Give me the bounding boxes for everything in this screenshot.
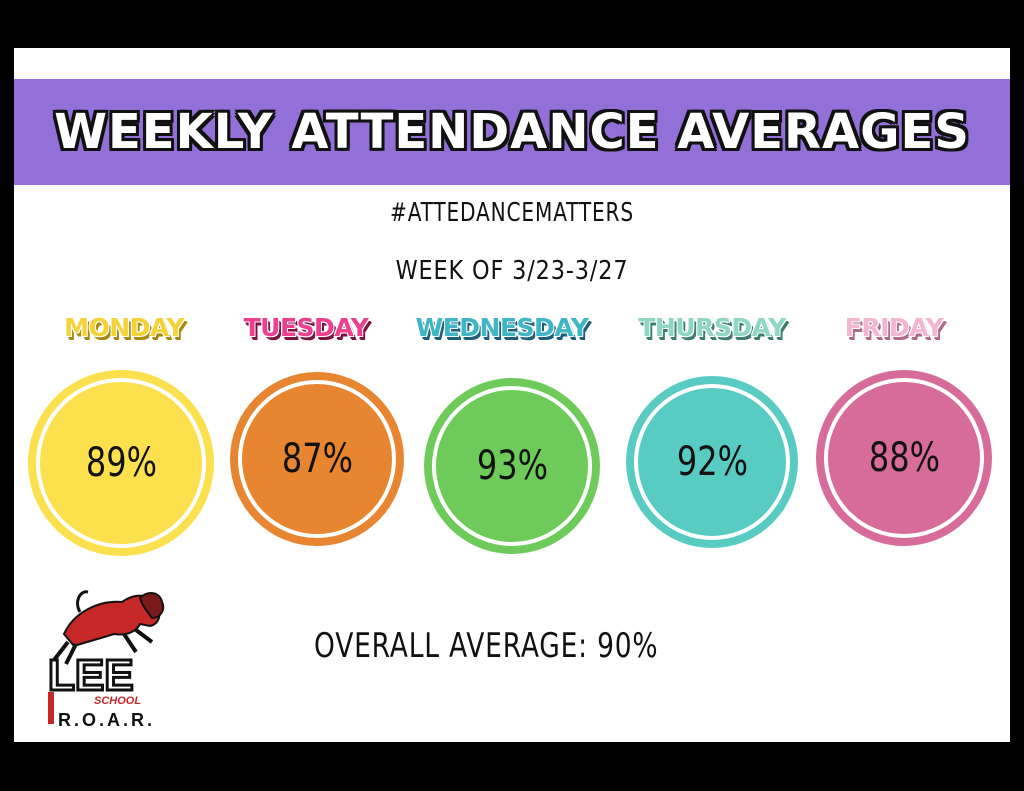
lee-school-logo: LEE SCHOOL R.O.A.R. xyxy=(47,590,165,730)
title-banner: WEEKLY ATTENDANCE AVERAGES xyxy=(14,79,1010,185)
circle-friday: 88% xyxy=(816,370,992,546)
page-title: WEEKLY ATTENDANCE AVERAGES xyxy=(54,104,970,160)
percent-monday: 89% xyxy=(85,440,157,486)
circle-monday: 89% xyxy=(28,370,214,556)
overall-average-text: OVERALL AVERAGE: 90% xyxy=(314,626,659,666)
logo-main-text: LEE xyxy=(48,651,134,700)
day-label-tuesday: TUESDAY xyxy=(243,313,369,342)
percent-thursday: 92% xyxy=(676,439,748,485)
logo-school-text: SCHOOL xyxy=(94,695,141,707)
circle-thursday: 92% xyxy=(626,376,798,548)
day-label-wednesday: WEDNESDAY xyxy=(415,313,589,342)
percent-wednesday: 93% xyxy=(476,443,548,489)
logo-roar-text: R.O.A.R. xyxy=(58,710,155,730)
attendance-poster: WEEKLY ATTENDANCE AVERAGES #ATTEDANCEMAT… xyxy=(14,48,1010,742)
circle-wednesday: 93% xyxy=(424,378,600,554)
week-range-text: WEEK OF 3/23-3/27 xyxy=(395,256,629,286)
percent-friday: 88% xyxy=(868,435,940,481)
day-label-friday: FRIDAY xyxy=(844,313,944,342)
circle-tuesday: 87% xyxy=(230,372,404,546)
day-label-monday: MONDAY xyxy=(64,313,184,342)
lion-mascot-icon xyxy=(52,590,165,665)
percent-tuesday: 87% xyxy=(281,436,353,482)
hashtag-text: #ATTEDANCEMATTERS xyxy=(389,198,635,228)
day-label-thursday: THURSDAY xyxy=(638,313,786,342)
